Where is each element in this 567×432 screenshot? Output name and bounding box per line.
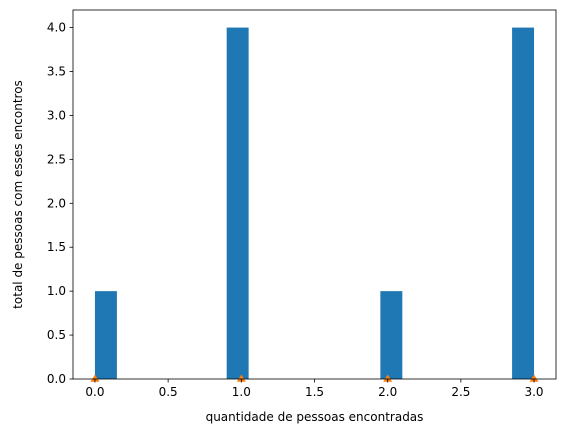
y-axis-ticks: 0.0 0.5 1.0 1.5 2.0 2.5 3.0 3.5 4.0	[47, 21, 73, 386]
y-tick-label: 0.5	[47, 328, 66, 342]
plot-frame	[72, 9, 557, 380]
data-point-marker	[90, 374, 100, 382]
x-axis-label: quantidade de pessoas encontradas	[206, 410, 424, 424]
x-tick-label: 1.0	[232, 385, 251, 399]
y-axis-label: total de pessoas com esses encontros	[11, 80, 25, 309]
markers-layer	[90, 374, 539, 382]
histogram-bar	[226, 27, 249, 379]
x-tick-label: 2.5	[451, 385, 470, 399]
x-tick-label: 3.0	[524, 385, 543, 399]
y-tick-label: 0.0	[47, 372, 66, 386]
y-tick-label: 3.5	[47, 65, 66, 79]
bars-layer	[94, 27, 535, 379]
x-tick-label: 0.5	[159, 385, 178, 399]
x-axis-ticks: 0.0 0.5 1.0 1.5 2.0 2.5 3.0	[85, 379, 544, 399]
x-tick-label: 2.0	[378, 385, 397, 399]
y-tick-label: 1.0	[47, 284, 66, 298]
histogram-bar	[380, 291, 403, 379]
x-tick-label: 0.0	[85, 385, 104, 399]
y-tick-label: 2.0	[47, 196, 66, 210]
data-point-marker	[529, 374, 539, 382]
y-tick-label: 3.0	[47, 108, 66, 122]
histogram-bar	[512, 27, 535, 379]
y-tick-label: 2.5	[47, 152, 66, 166]
x-tick-label: 1.5	[305, 385, 324, 399]
data-point-marker	[236, 374, 246, 382]
y-tick-label: 4.0	[47, 21, 66, 35]
histogram-bar	[94, 291, 117, 379]
y-tick-label: 1.5	[47, 240, 66, 254]
data-point-marker	[383, 374, 393, 382]
